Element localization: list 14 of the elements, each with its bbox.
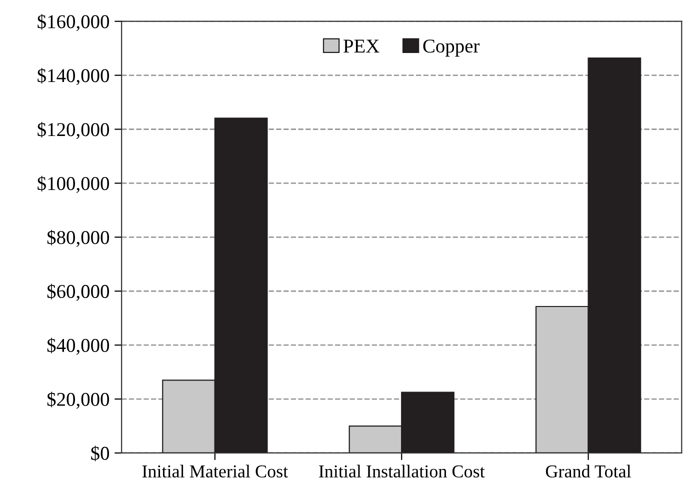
y-tick-label: $140,000	[38, 68, 110, 86]
y-tick-label: $120,000	[38, 122, 110, 139]
y-tick-label: $20,000	[47, 392, 110, 409]
x-tick-label: Initial Installation Cost	[319, 464, 485, 478]
y-tick-label: $160,000	[38, 14, 110, 32]
y-tick-label: $60,000	[47, 284, 110, 301]
y-tick-label: $40,000	[47, 338, 110, 355]
y-tick-label: $0	[91, 446, 110, 462]
legend-label: PEX	[344, 40, 380, 52]
legend-label: Copper	[423, 40, 480, 57]
x-tick-label: Initial Material Cost	[142, 464, 288, 478]
y-tick-label: $80,000	[47, 230, 110, 247]
y-tick-label: $100,000	[38, 176, 110, 193]
x-tick-label: Grand Total	[546, 464, 632, 478]
